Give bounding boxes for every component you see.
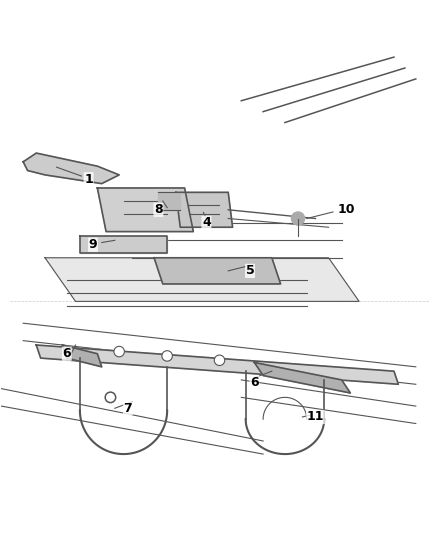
Polygon shape bbox=[80, 236, 167, 253]
Text: 1: 1 bbox=[84, 173, 93, 186]
Text: 6: 6 bbox=[62, 347, 71, 360]
Text: 5: 5 bbox=[245, 264, 254, 277]
Bar bbox=[158, 192, 180, 210]
Text: 6: 6 bbox=[250, 376, 258, 389]
Polygon shape bbox=[62, 345, 102, 367]
Text: 9: 9 bbox=[88, 238, 97, 251]
Polygon shape bbox=[36, 345, 397, 384]
Polygon shape bbox=[176, 192, 232, 227]
Circle shape bbox=[162, 351, 172, 361]
Text: 8: 8 bbox=[154, 203, 162, 216]
Text: 7: 7 bbox=[123, 402, 132, 415]
Text: 11: 11 bbox=[306, 410, 324, 424]
Circle shape bbox=[105, 392, 116, 402]
Polygon shape bbox=[154, 258, 280, 284]
Polygon shape bbox=[45, 258, 358, 301]
Circle shape bbox=[214, 355, 224, 366]
Polygon shape bbox=[254, 362, 350, 393]
Polygon shape bbox=[23, 153, 119, 183]
Text: 4: 4 bbox=[201, 216, 210, 229]
Circle shape bbox=[291, 212, 304, 225]
Circle shape bbox=[114, 346, 124, 357]
Polygon shape bbox=[97, 188, 193, 232]
Text: 10: 10 bbox=[336, 203, 354, 216]
